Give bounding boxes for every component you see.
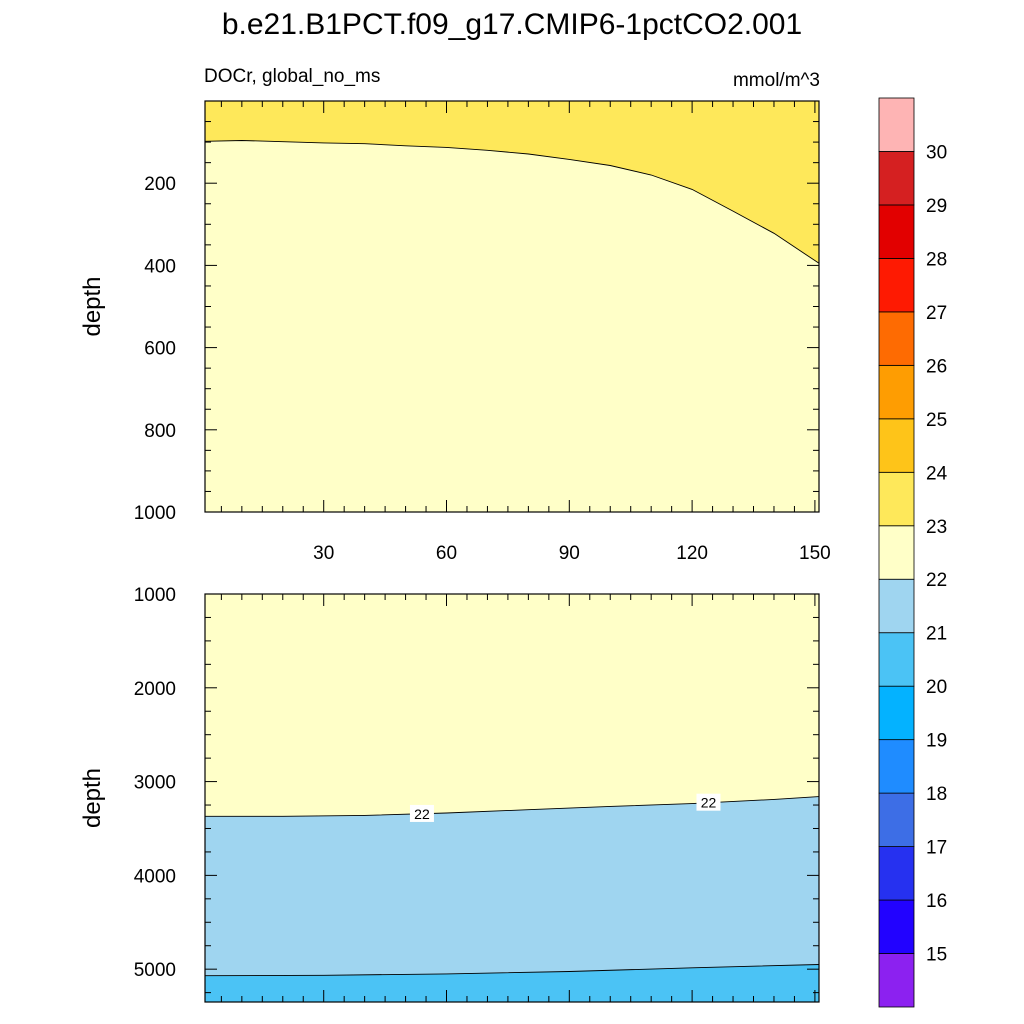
colorbar-swatch — [878, 632, 915, 687]
plot-frame — [204, 593, 820, 1003]
colorbar-swatch — [878, 311, 915, 366]
x-tick-label: 60 — [436, 543, 457, 564]
colorbar-label: 23 — [926, 517, 947, 538]
contour-line-21 — [204, 964, 820, 977]
colorbar-label: 24 — [926, 463, 948, 484]
x-tick-label: 120 — [676, 543, 708, 564]
lower-panel: 22 22 1000 2000 3000 4000 5000 depth — [79, 585, 820, 1003]
contour-label-box — [696, 793, 721, 811]
colorbar-label: 30 — [926, 142, 947, 163]
contour-label: 22 — [414, 806, 430, 822]
colorbar-swatch — [878, 899, 915, 954]
colorbar-swatch — [878, 578, 915, 634]
colorbar-swatch — [878, 846, 915, 901]
colorbar-label: 29 — [926, 196, 947, 217]
colorbar-label: 25 — [926, 410, 947, 431]
colorbar-swatch — [878, 685, 915, 741]
contour-line-22 — [205, 796, 820, 817]
colorbar-swatch — [878, 151, 915, 206]
colorbar: 15 16 17 18 19 20 21 22 23 24 25 26 27 28 29 30 — [878, 97, 948, 1008]
colorbar-swatch — [878, 258, 915, 313]
y-tick-label: 2000 — [134, 679, 176, 700]
colorbar-swatch — [878, 204, 915, 259]
x-tick-label: 90 — [559, 543, 580, 564]
units-label: mmol/m^3 — [733, 70, 820, 91]
y-tick-label: 1000 — [134, 503, 176, 524]
contour-line-23 — [204, 140, 820, 264]
region-20-21 — [205, 964, 819, 1002]
colorbar-swatch — [878, 418, 915, 473]
variable-label: DOCr, global_no_ms — [204, 66, 380, 87]
colorbar-swatch — [878, 364, 915, 420]
colorbar-label: 26 — [926, 356, 947, 377]
colorbar-swatch — [878, 97, 915, 152]
region-23-24 — [205, 101, 819, 264]
y-tick-label: 5000 — [134, 960, 176, 981]
y-tick-label: 400 — [144, 256, 176, 277]
y-tick-label: 800 — [144, 421, 176, 442]
contour-label-box — [409, 804, 434, 822]
chart-title: b.e21.B1PCT.f09_g17.CMIP6-1pctCO2.001 — [222, 8, 802, 41]
y-tick-label: 1000 — [134, 585, 176, 606]
colorbar-label: 22 — [926, 570, 947, 591]
y-tick-label: 600 — [144, 339, 176, 360]
colorbar-label: 18 — [926, 784, 947, 805]
y-axis-label: depth — [79, 768, 106, 828]
colorbar-swatch — [878, 953, 915, 1008]
colorbar-label: 15 — [926, 945, 947, 966]
upper-panel: 200 400 600 800 1000 30 60 90 120 150 depth — [79, 100, 831, 564]
colorbar-label: 17 — [926, 838, 947, 859]
colorbar-swatch — [878, 739, 915, 794]
colorbar-swatch — [878, 792, 915, 847]
colorbar-label: 20 — [926, 677, 947, 698]
y-tick-label: 200 — [144, 174, 176, 195]
colorbar-label: 16 — [926, 891, 947, 912]
colorbar-label: 21 — [926, 624, 947, 645]
colorbar-label: 28 — [926, 249, 947, 270]
colorbar-label: 19 — [926, 731, 947, 752]
x-tick-label: 30 — [313, 543, 334, 564]
contour-label: 22 — [701, 795, 717, 811]
y-axis-label: depth — [79, 276, 106, 336]
x-tick-label: 150 — [799, 543, 831, 564]
colorbar-label: 27 — [926, 303, 947, 324]
y-tick-label: 3000 — [134, 773, 176, 794]
colorbar-swatch — [878, 471, 915, 527]
y-tick-label: 4000 — [134, 866, 176, 887]
colorbar-swatch — [878, 525, 915, 580]
region-21-22 — [205, 796, 819, 1002]
